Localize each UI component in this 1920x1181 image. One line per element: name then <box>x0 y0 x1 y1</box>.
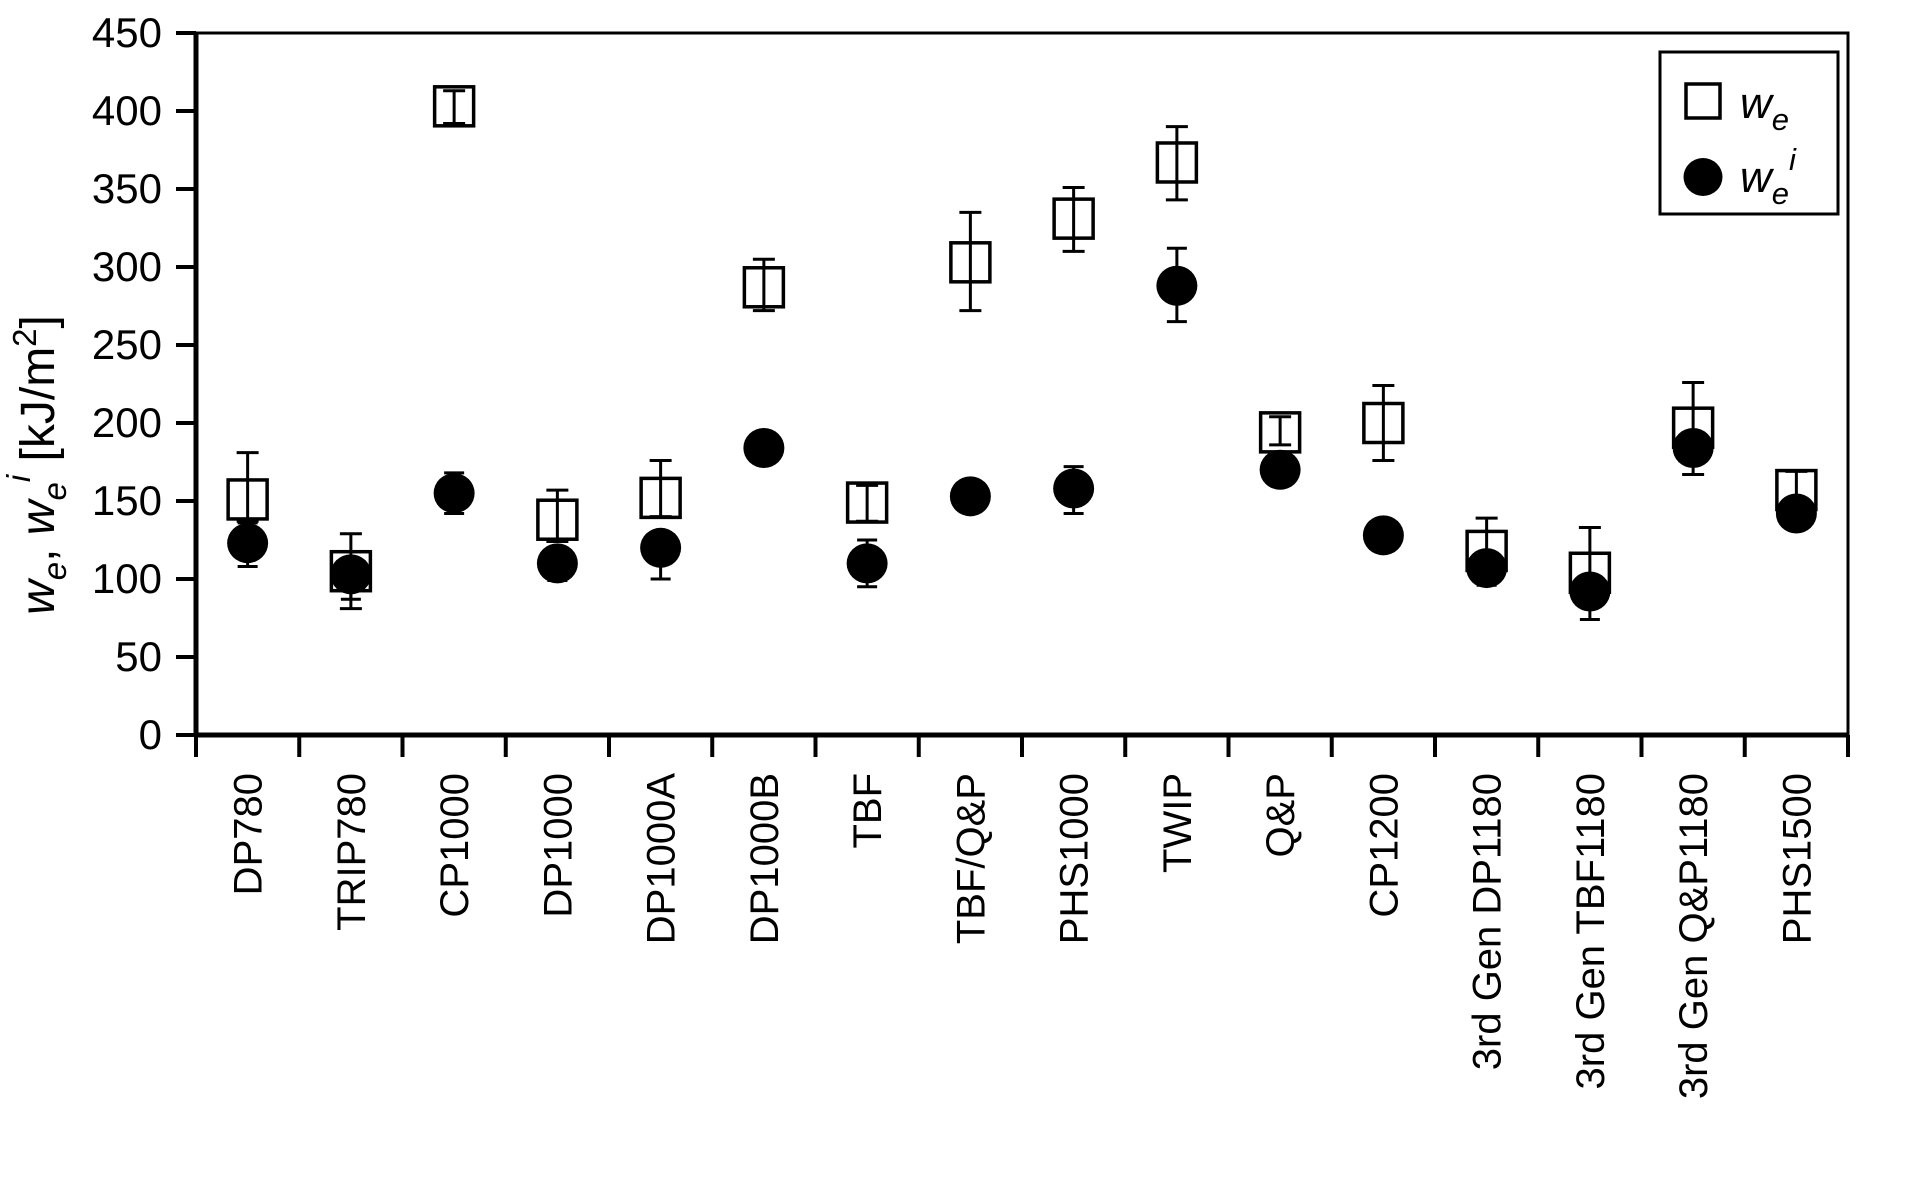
legend-we-label: we <box>1740 79 1789 137</box>
y-axis-title: we, wei [kJ/m2] <box>0 315 73 615</box>
x-axis-label: 3rd Gen TBF1180 <box>1569 773 1613 1089</box>
y-tick-label: 450 <box>92 9 162 56</box>
legend: we wei <box>1658 50 1840 216</box>
plot-area: 0 50 100 150 200 250 300 350 400 450 DP780 TRIP780 C… <box>92 9 1850 1099</box>
x-axis-label: 3rd Gen DP1180 <box>1466 773 1510 1070</box>
y-tick-label: 250 <box>92 321 162 368</box>
x-axis-label: DP780 <box>227 773 271 895</box>
x-axis-label: CP1200 <box>1362 773 1406 918</box>
x-axis-label: TRIP780 <box>330 773 374 931</box>
y-tick-label: 50 <box>115 633 162 680</box>
x-axis-label: TWIP <box>1156 773 1200 873</box>
y-tick-label: 350 <box>92 165 162 212</box>
y-tick-label: 0 <box>139 711 162 758</box>
x-axis-label: DP1000B <box>743 773 787 944</box>
x-axis-label: 3rd Gen Q&P1180 <box>1672 773 1716 1099</box>
x-axis-label: PHS1000 <box>1053 773 1097 944</box>
y-tick-label: 200 <box>92 399 162 446</box>
x-axis-label: DP1000 <box>536 773 580 918</box>
x-axis-label: TBF <box>846 773 890 849</box>
y-tick-label: 100 <box>92 555 162 602</box>
y-tick-label: 150 <box>92 477 162 524</box>
y-tick-label: 300 <box>92 243 162 290</box>
x-axis-label: Q&P <box>1259 773 1303 857</box>
legend-wei-marker-icon <box>1683 158 1723 196</box>
x-axis-label: PHS1500 <box>1775 773 1819 944</box>
x-axis-label: TBF/Q&P <box>949 773 993 944</box>
y-tick-label: 400 <box>92 87 162 134</box>
x-axis-label: CP1000 <box>433 773 477 918</box>
legend-wei-label: wei <box>1740 142 1797 211</box>
legend-we-marker-icon <box>1684 82 1722 120</box>
x-axis-label: DP1000A <box>640 773 684 945</box>
